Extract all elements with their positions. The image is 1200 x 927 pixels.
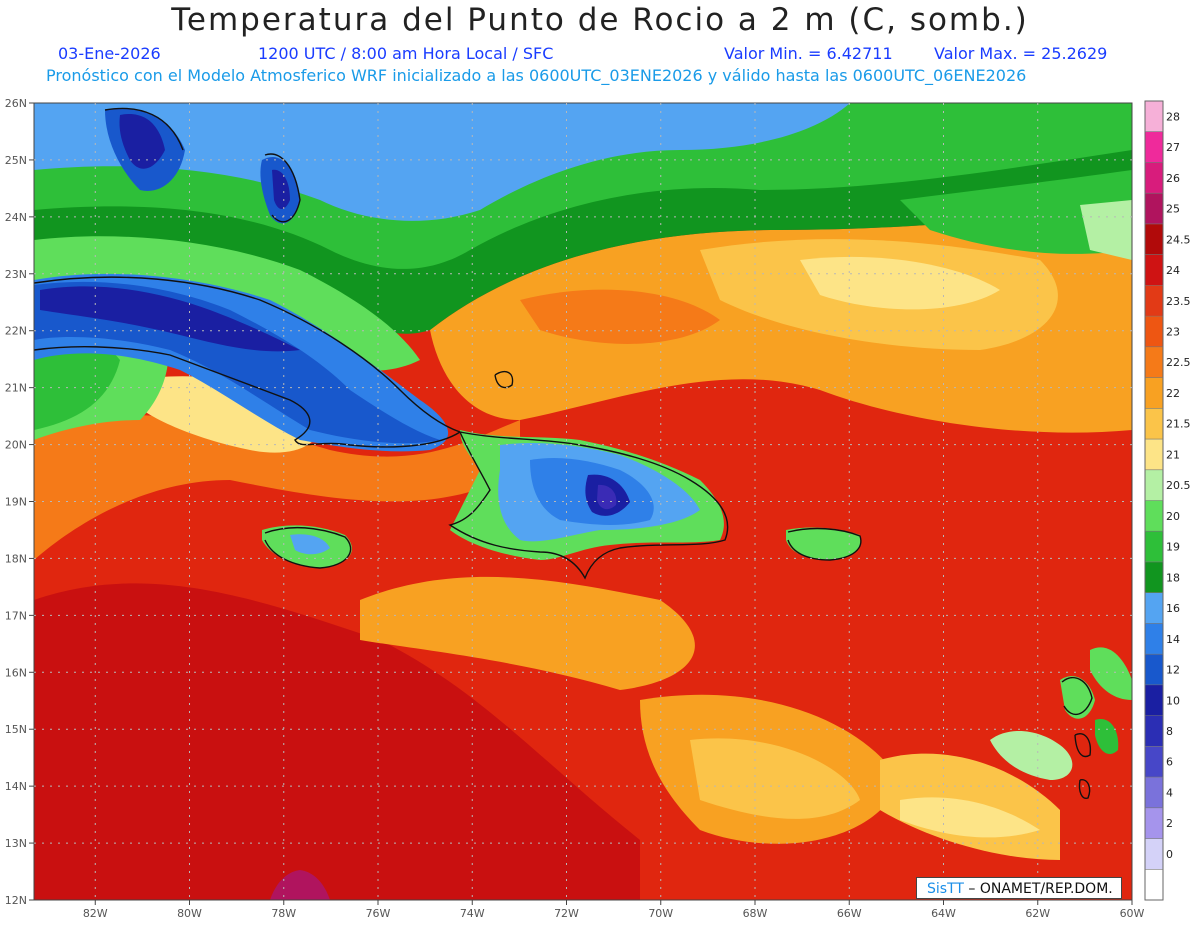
colorbar-swatch <box>1145 469 1163 501</box>
colorbar-swatch <box>1145 777 1163 809</box>
max-value: Valor Max. = 25.2629 <box>934 44 1108 63</box>
colorbar-swatch <box>1145 223 1163 256</box>
lon-label: 72W <box>554 907 579 920</box>
colorbar-label: 24 <box>1166 264 1180 277</box>
colorbar-swatch <box>1145 500 1163 532</box>
colorbar-label: 22.5 <box>1166 356 1191 369</box>
time-info: 1200 UTC / 8:00 am Hora Local / SFC <box>258 44 554 63</box>
lon-label: 70W <box>648 907 673 920</box>
lat-label: 19N <box>5 496 27 509</box>
lon-label: 80W <box>177 907 202 920</box>
lon-label: 60W <box>1120 907 1145 920</box>
colorbar-swatch <box>1145 623 1163 655</box>
colorbar-swatch <box>1145 561 1163 594</box>
colorbar-label: 25 <box>1166 203 1180 216</box>
colorbar-swatch <box>1145 377 1163 409</box>
lat-label: 14N <box>5 780 27 793</box>
colorbar-swatch <box>1145 285 1163 317</box>
colorbar-swatch <box>1145 746 1163 778</box>
lon-label: 78W <box>271 907 296 920</box>
colorbar-label: 28 <box>1166 110 1180 123</box>
colorbar-label: 23 <box>1166 325 1180 338</box>
colorbar-label: 21.5 <box>1166 418 1191 431</box>
colorbar-label: 0 <box>1166 848 1173 861</box>
coastlines <box>34 107 1093 799</box>
lat-label: 18N <box>5 552 27 565</box>
latitude-labels: 26N 25N 24N 23N 22N 21N 20N 19N 18N 17N 16N 15N 14N 1… <box>5 97 34 907</box>
colorbar-label: 4 <box>1166 786 1173 799</box>
colorbar-swatch <box>1145 101 1163 133</box>
colorbar-label: 10 <box>1166 694 1180 707</box>
colorbar-label: 8 <box>1166 725 1173 738</box>
lat-label: 25N <box>5 154 27 167</box>
colorbar-swatch <box>1145 131 1163 163</box>
colorbar-swatch <box>1145 162 1163 194</box>
forecast-date: 03-Ene-2026 <box>58 44 161 63</box>
colorbar-label: 23.5 <box>1166 295 1191 308</box>
colorbar-label: 14 <box>1166 633 1180 646</box>
colorbar-label: 26 <box>1166 172 1180 185</box>
brand-credit: SisTT – ONAMET/REP.DOM. <box>916 877 1122 899</box>
colorbar-label: 20.5 <box>1166 479 1191 492</box>
temperature-field <box>34 103 1132 900</box>
colorbar-swatch <box>1145 592 1163 624</box>
colorbar-label: 22 <box>1166 387 1180 400</box>
colorbar-swatch <box>1145 531 1163 563</box>
lat-label: 21N <box>5 382 27 395</box>
map-title: Temperatura del Punto de Rocio a 2 m (C,… <box>171 2 1029 38</box>
lon-label: 74W <box>460 907 485 920</box>
lat-label: 23N <box>5 268 27 281</box>
colorbar-swatch <box>1145 316 1163 348</box>
colorbar-label: 18 <box>1166 571 1180 584</box>
colorbar-swatch <box>1145 869 1163 901</box>
min-value: Valor Min. = 6.42711 <box>724 44 893 63</box>
colorbar-label: 19 <box>1166 541 1180 554</box>
lat-label: 20N <box>5 439 27 452</box>
longitude-labels: 82W 80W 78W 76W 74W 72W 70W 68W 66W 64W 62W 60W <box>83 900 1145 920</box>
colorbar-label: 6 <box>1166 756 1173 769</box>
lat-label: 16N <box>5 666 27 679</box>
lat-label: 24N <box>5 211 27 224</box>
colorbar-swatch <box>1145 715 1163 747</box>
colorbar-swatch <box>1145 439 1163 471</box>
colorbar-label: 20 <box>1166 510 1180 523</box>
lat-label: 26N <box>5 97 27 110</box>
lon-label: 62W <box>1025 907 1050 920</box>
lon-label: 68W <box>743 907 768 920</box>
colorbar-label: 12 <box>1166 664 1180 677</box>
colorbar-label: 24.5 <box>1166 233 1191 246</box>
lon-label: 66W <box>837 907 862 920</box>
lat-label: 17N <box>5 609 27 622</box>
colorbar-label: 16 <box>1166 602 1180 615</box>
colorbar-swatch <box>1145 193 1163 225</box>
colorbar-swatch <box>1145 654 1163 686</box>
sistt-logo: SisTT <box>927 881 964 897</box>
lon-label: 76W <box>366 907 391 920</box>
lon-label: 82W <box>83 907 108 920</box>
colorbar-label: 21 <box>1166 448 1180 461</box>
credit-text: – ONAMET/REP.DOM. <box>968 881 1113 897</box>
lat-label: 22N <box>5 325 27 338</box>
colorbar-swatch <box>1145 346 1163 379</box>
colorbar-swatch <box>1145 684 1163 717</box>
lat-label: 12N <box>5 894 27 907</box>
colorbar-swatch <box>1145 838 1163 870</box>
lat-label: 15N <box>5 723 27 736</box>
colorbar-swatch <box>1145 807 1163 840</box>
colorbar: 2827262524.52423.52322.52221.52120.52019… <box>1144 100 1191 901</box>
model-info: Pronóstico con el Modelo Atmosferico WRF… <box>46 66 1027 85</box>
lat-lon-grid <box>34 103 1132 900</box>
colorbar-label: 27 <box>1166 141 1180 154</box>
colorbar-swatch <box>1145 408 1163 440</box>
colorbar-label: 2 <box>1166 817 1173 830</box>
lon-label: 64W <box>931 907 956 920</box>
lat-label: 13N <box>5 837 27 850</box>
colorbar-swatch <box>1145 254 1163 286</box>
